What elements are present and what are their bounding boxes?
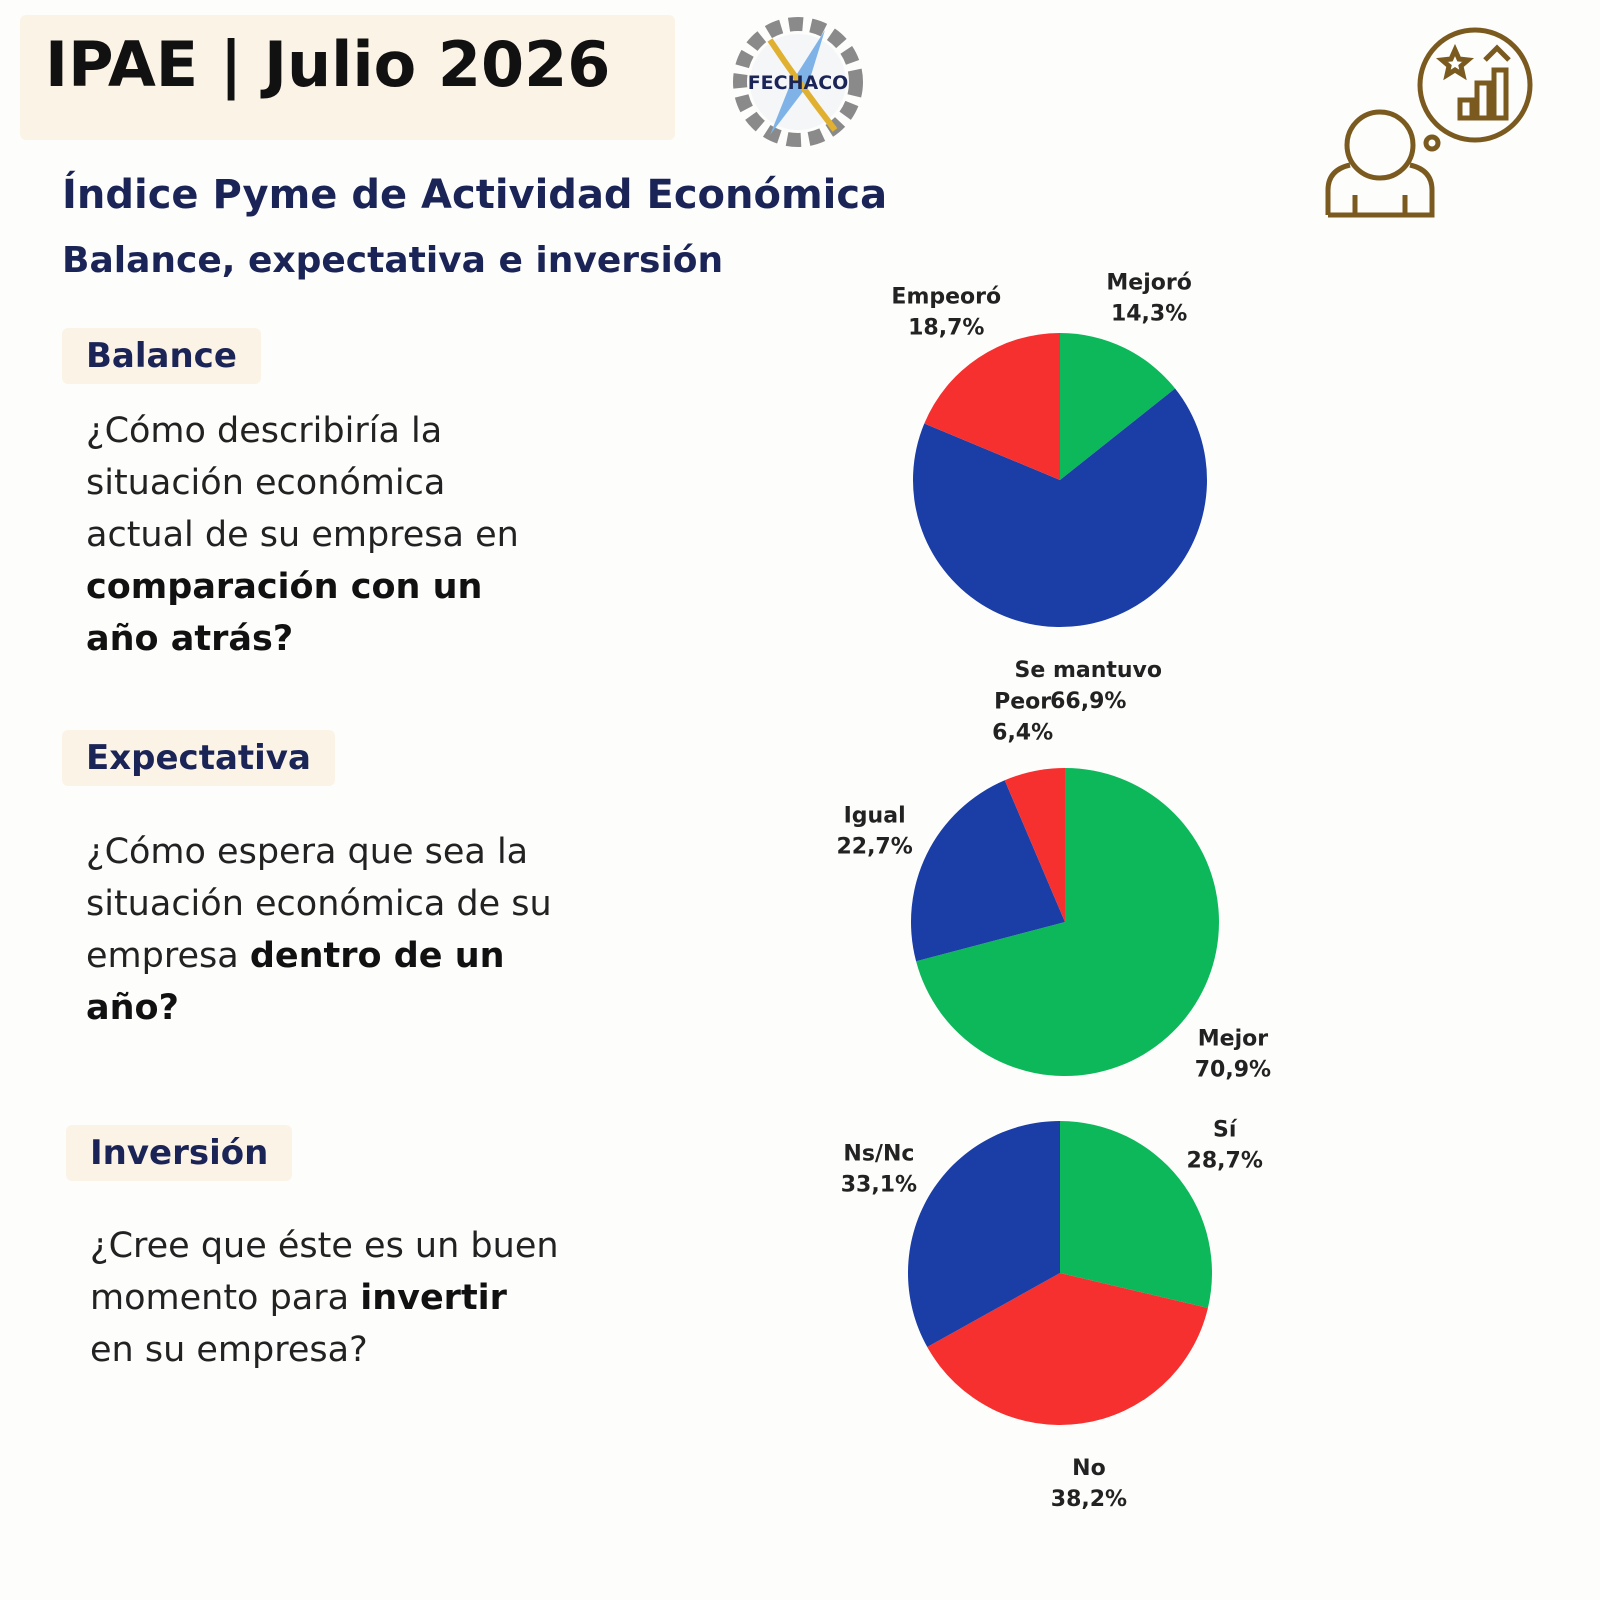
logo: FECHACO — [733, 17, 863, 147]
question-text: dentro de un año? — [86, 936, 505, 1028]
slice-label: Sí — [1213, 1118, 1238, 1143]
pie-slice — [924, 333, 1060, 480]
section-label: Balance — [62, 328, 261, 384]
section-label: Inversión — [66, 1125, 293, 1181]
question: ¿Cómo espera que sea la situación económ… — [86, 826, 556, 1034]
header-title: IPAE | Julio 2026 — [45, 28, 611, 101]
pie-slice — [1060, 333, 1176, 480]
question: ¿Cómo describiría la situación económica… — [86, 405, 556, 665]
slice-label: Empeoró — [891, 284, 1001, 309]
value-label: 33,1% — [841, 1173, 917, 1198]
value-label: 28,7% — [1187, 1149, 1263, 1174]
question-text: invertir — [360, 1278, 507, 1318]
question: ¿Cree que éste es un buen momento para i… — [90, 1220, 560, 1376]
question-text: comparación con un año atrás? — [86, 567, 483, 659]
value-label: 14,3% — [1111, 301, 1187, 326]
slice-label: Mejor — [1198, 1026, 1268, 1051]
question-text: en su empresa? — [90, 1330, 368, 1370]
value-label: 66,9% — [1050, 689, 1126, 714]
slice-label: No — [1072, 1456, 1106, 1481]
slice-label: Ns/Nc — [843, 1142, 914, 1167]
slice-label: Igual — [844, 804, 906, 829]
slice-label: Se mantuvo — [1015, 658, 1163, 683]
pie-slice — [908, 1121, 1060, 1348]
slice-label: Mejoró — [1106, 270, 1191, 295]
pie-slice — [1060, 1121, 1213, 1309]
question-text: ¿Cómo espera que sea la situación económ… — [86, 832, 552, 976]
subtitle: Índice Pyme de Actividad Económica — [62, 172, 888, 218]
value-label: 6,4% — [992, 720, 1053, 745]
value-label: 38,2% — [1051, 1487, 1127, 1512]
person-icon — [1325, 27, 1533, 218]
logo-text: FECHACO — [748, 72, 849, 94]
header-box — [20, 15, 675, 140]
value-label: 18,7% — [908, 315, 984, 340]
subtitle-2: Balance, expectativa e inversión — [62, 240, 724, 281]
section-label: Expectativa — [62, 730, 335, 786]
pie-slice — [916, 768, 1220, 1076]
pie-slice — [1004, 768, 1065, 922]
pie-slice — [911, 780, 1065, 962]
question-text: ¿Cómo describiría la situación económica… — [86, 411, 519, 555]
value-label: 70,9% — [1195, 1057, 1271, 1082]
pie-slice — [913, 388, 1207, 627]
question-text: ¿Cree que éste es un buen momento para — [90, 1226, 559, 1318]
value-label: 22,7% — [836, 835, 912, 860]
pie-slice — [927, 1273, 1208, 1425]
slice-label: Peor — [994, 689, 1051, 714]
